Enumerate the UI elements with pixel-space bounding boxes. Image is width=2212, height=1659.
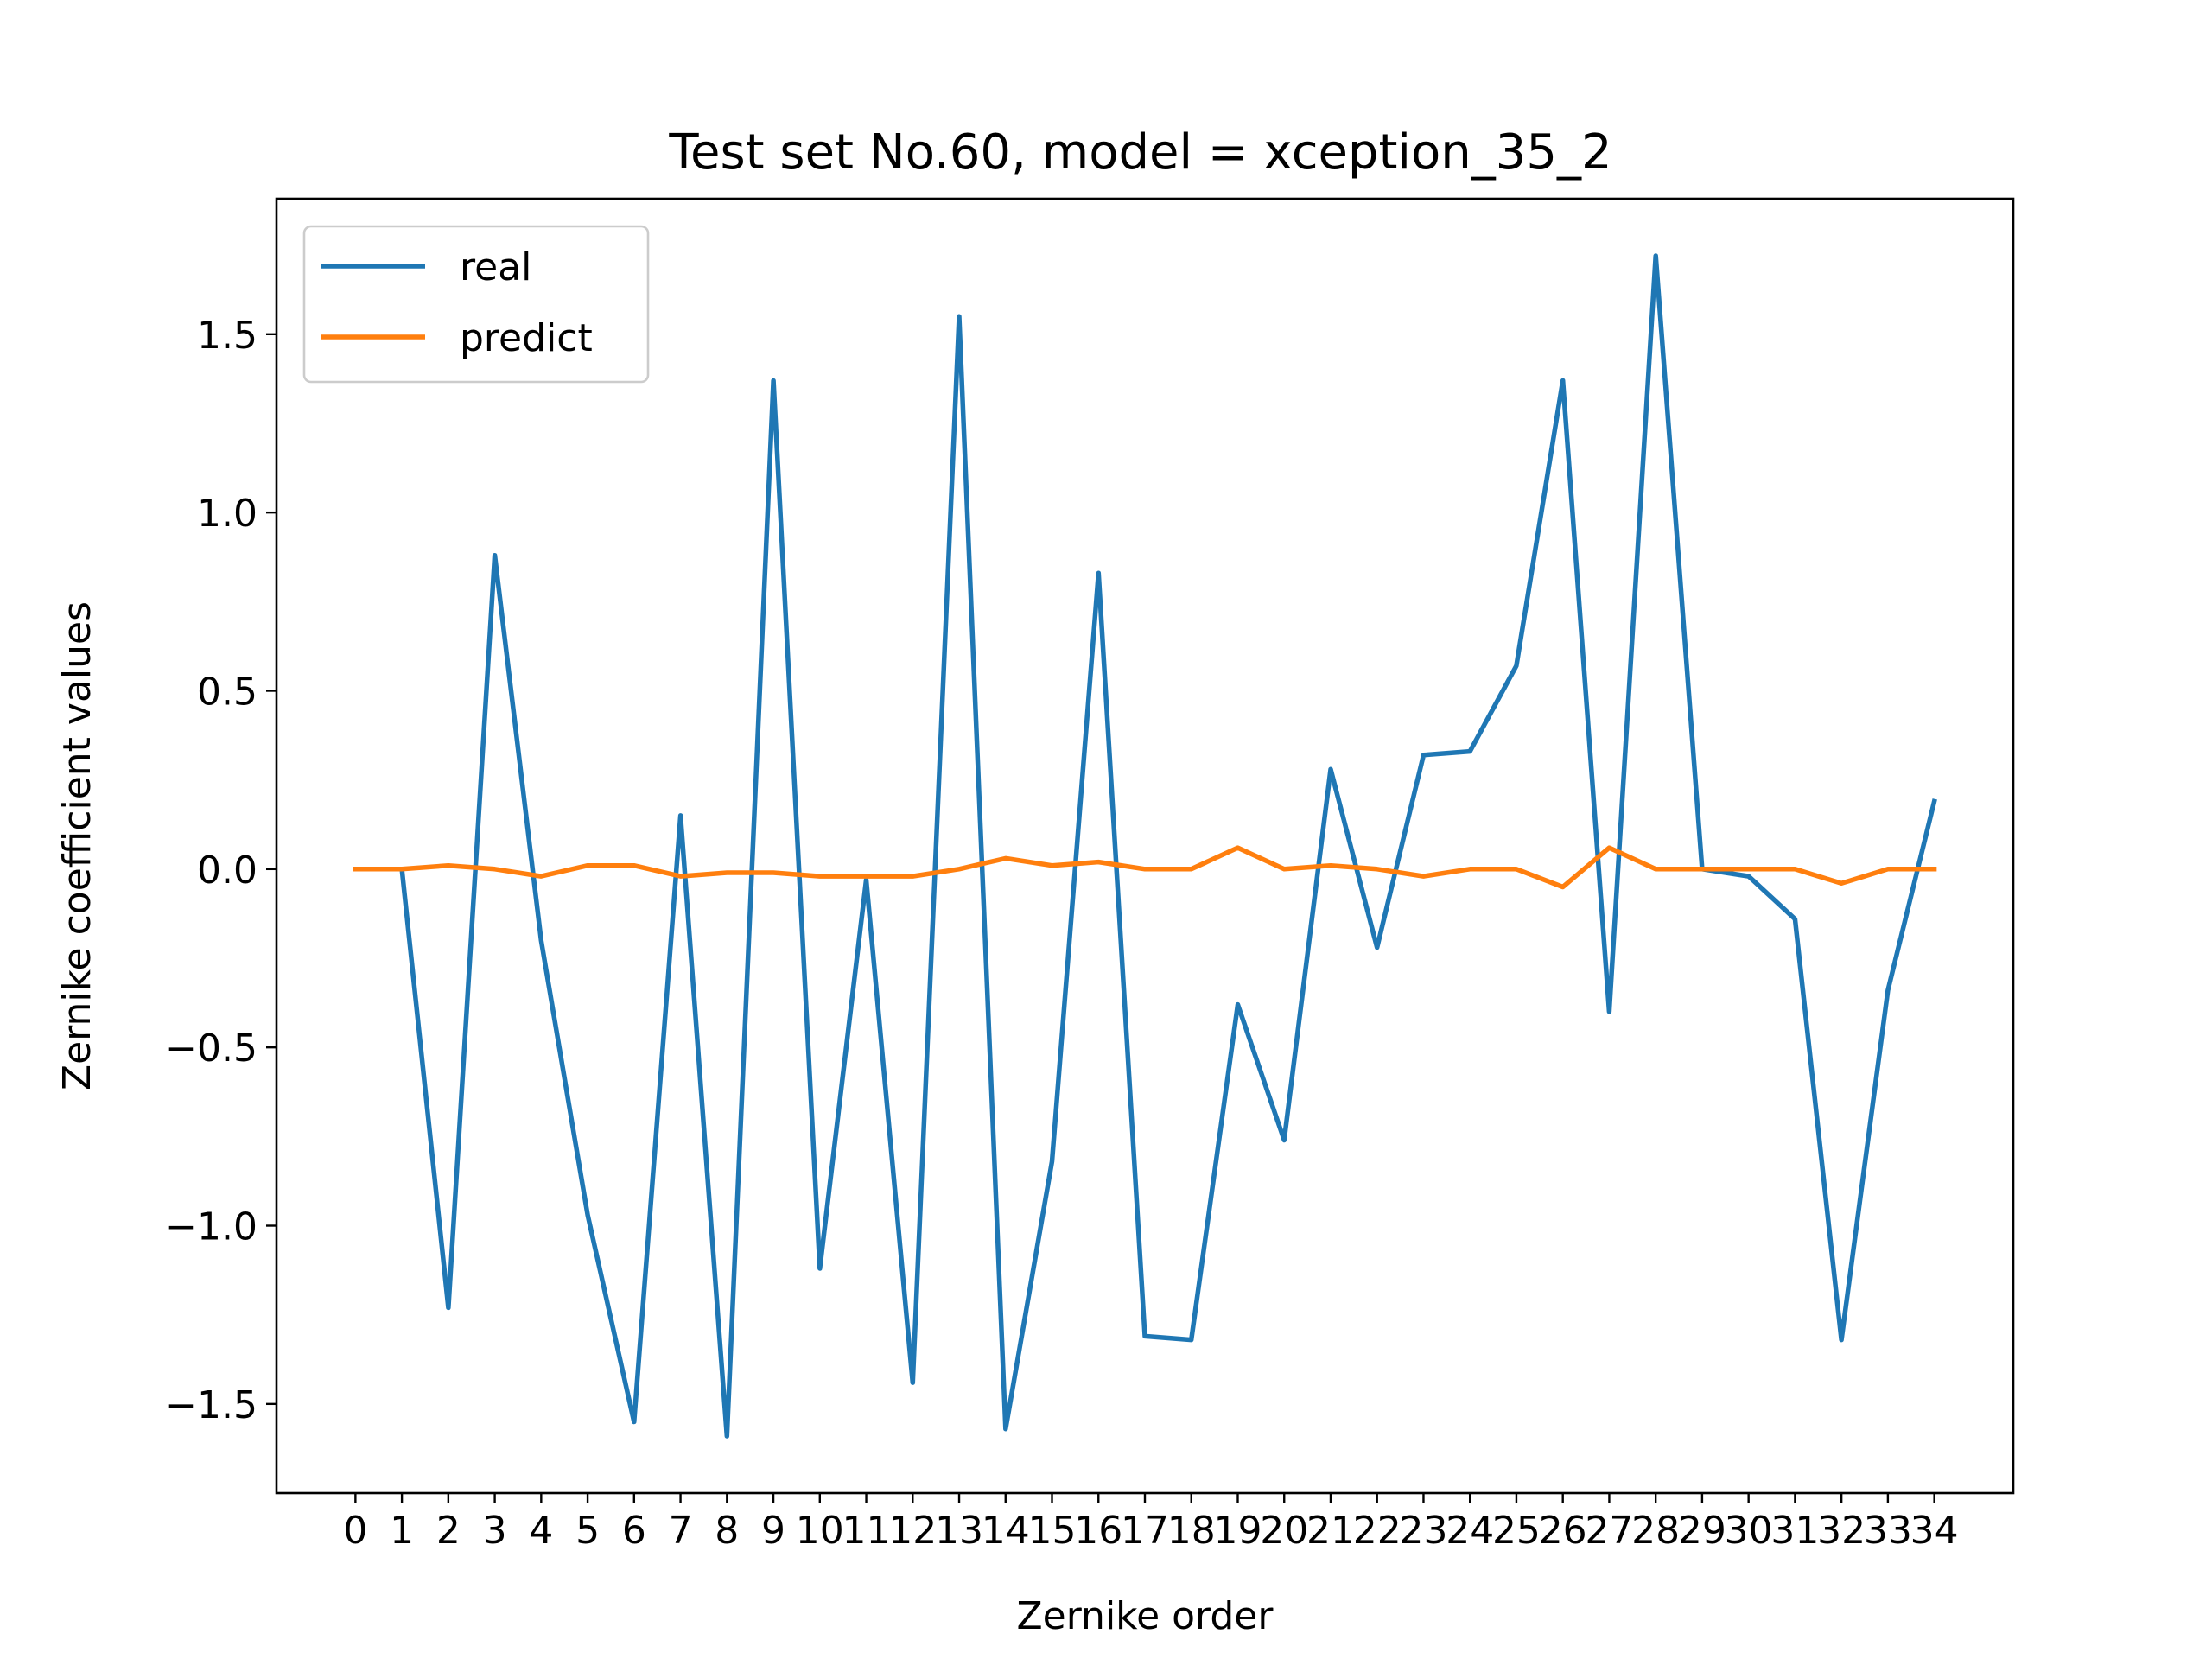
x-tick-label: 4 xyxy=(529,1509,553,1553)
y-tick-label: 1.0 xyxy=(197,492,257,536)
x-tick-label: 30 xyxy=(1725,1509,1773,1553)
legend-label-real: real xyxy=(460,245,531,289)
x-tick-label: 2 xyxy=(436,1509,461,1553)
y-axis: 1.5 1.0 0.5 0.0 −0.5 −1.0 −1.5 xyxy=(165,314,276,1427)
x-tick-label: 31 xyxy=(1770,1509,1819,1553)
x-tick-label: 23 xyxy=(1399,1509,1447,1553)
x-tick-label: 25 xyxy=(1492,1509,1541,1553)
x-tick-label: 28 xyxy=(1631,1509,1680,1553)
x-tick-label: 7 xyxy=(669,1509,693,1553)
x-tick-label: 27 xyxy=(1585,1509,1633,1553)
x-tick-label: 29 xyxy=(1678,1509,1726,1553)
x-tick-label: 20 xyxy=(1260,1509,1308,1553)
x-tick-label: 1 xyxy=(390,1509,414,1553)
x-tick-label: 32 xyxy=(1817,1509,1866,1553)
series-line-predict xyxy=(353,845,1937,890)
x-tick-label: 16 xyxy=(1074,1509,1122,1553)
x-tick-label: 24 xyxy=(1446,1509,1494,1553)
x-tick-label: 19 xyxy=(1213,1509,1262,1553)
x-tick-label: 14 xyxy=(982,1509,1030,1553)
x-tick-label: 5 xyxy=(575,1509,600,1553)
y-tick-label: −1.0 xyxy=(165,1205,257,1249)
legend-label-predict: predict xyxy=(460,316,593,360)
x-tick-label: 17 xyxy=(1121,1509,1169,1553)
x-tick-label: 33 xyxy=(1864,1509,1912,1553)
x-tick-label: 22 xyxy=(1353,1509,1402,1553)
y-tick-label: −0.5 xyxy=(165,1027,257,1071)
chart-title: Test set No.60, model = xception_35_2 xyxy=(668,124,1611,181)
y-tick-label: −1.5 xyxy=(165,1383,257,1427)
series-line-real xyxy=(353,253,1937,1439)
x-tick-label: 21 xyxy=(1306,1509,1355,1553)
x-tick-label: 26 xyxy=(1539,1509,1587,1553)
x-tick-label: 11 xyxy=(842,1509,891,1553)
y-axis-label: Zernike coefficient values xyxy=(55,601,99,1090)
x-axis: 0 1 2 3 4 5 6 7 8 9 101112131415161718192021222324… xyxy=(343,1493,1959,1553)
x-tick-label: 18 xyxy=(1167,1509,1216,1553)
y-tick-label: 0.5 xyxy=(197,670,257,714)
x-tick-label: 3 xyxy=(483,1509,507,1553)
y-tick-label: 1.5 xyxy=(197,314,257,358)
x-tick-label: 34 xyxy=(1910,1509,1959,1553)
series-lines xyxy=(353,253,1937,1439)
x-tick-label: 13 xyxy=(935,1509,983,1553)
x-axis-label: Zernike order xyxy=(1017,1594,1274,1638)
x-tick-label: 9 xyxy=(761,1509,785,1553)
x-tick-label: 8 xyxy=(715,1509,739,1553)
x-tick-label: 0 xyxy=(343,1509,367,1553)
x-tick-label: 10 xyxy=(796,1509,844,1553)
x-tick-label: 6 xyxy=(622,1509,646,1553)
legend: real predict xyxy=(302,225,650,384)
x-tick-label: 15 xyxy=(1028,1509,1077,1553)
x-tick-label: 12 xyxy=(888,1509,937,1553)
y-tick-label: 0.0 xyxy=(197,849,257,893)
